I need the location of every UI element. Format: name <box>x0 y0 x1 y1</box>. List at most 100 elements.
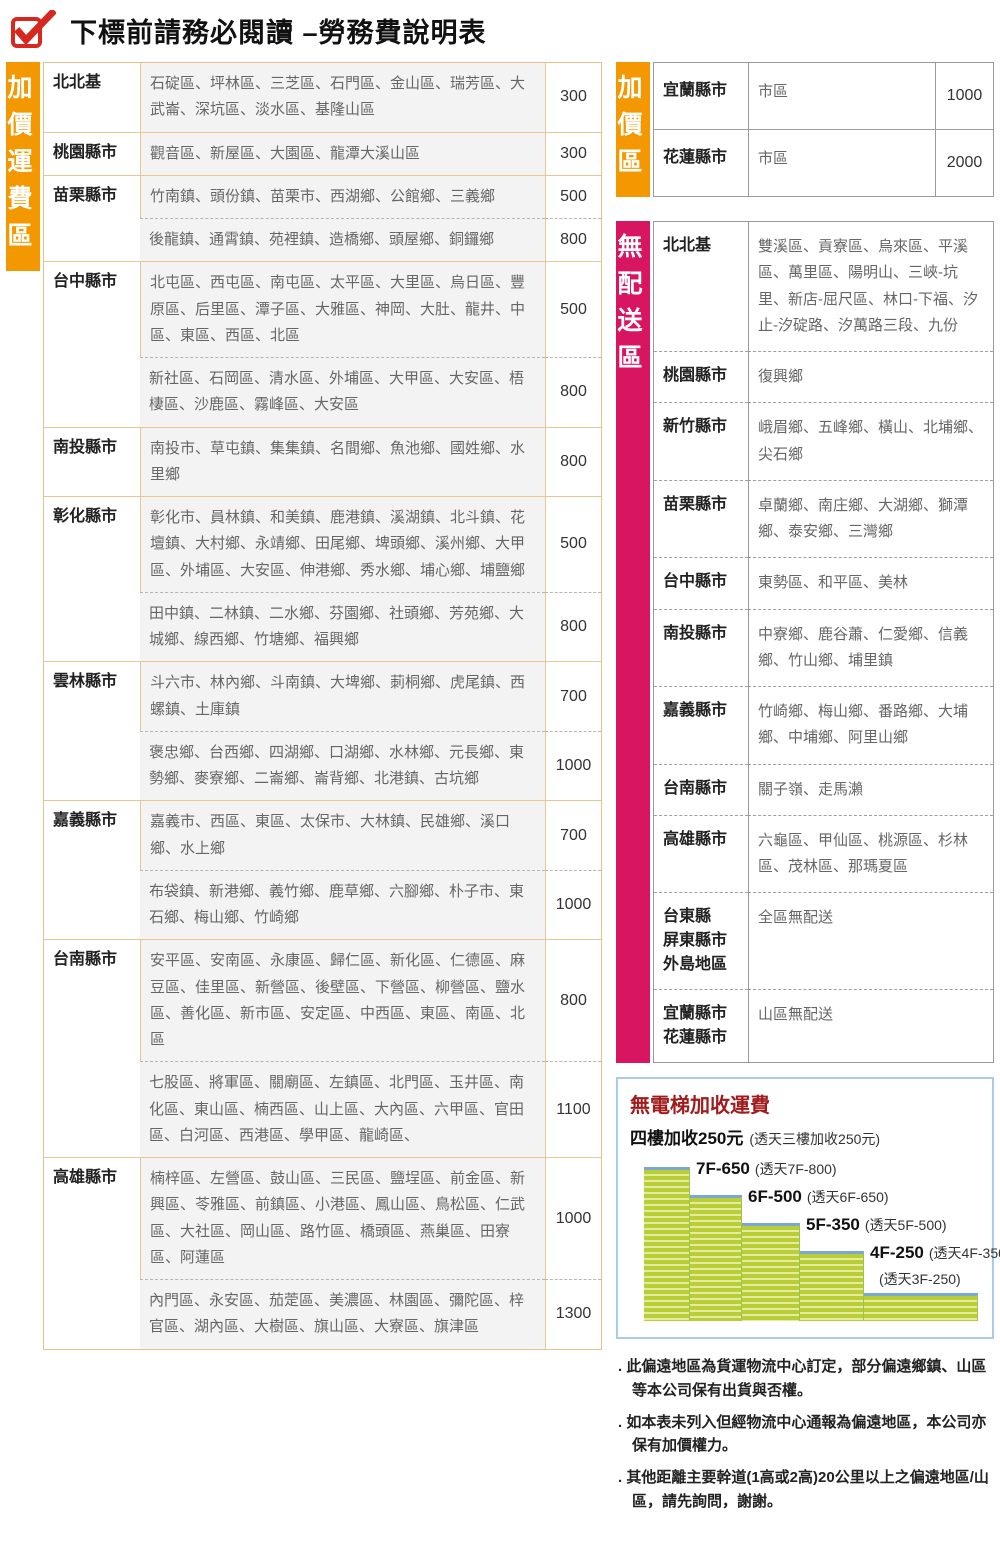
county-cell: 花蓮縣市 <box>654 128 748 196</box>
fee-cell: 1100 <box>545 1061 601 1157</box>
districts-cell: 嘉義市、西區、東區、太保市、大林鎮、民雄鄉、溪口鄉、水上鄉 <box>140 800 545 870</box>
fee-table-row: 苗栗縣市 竹南鎮、頭份鎮、苗栗市、西湖鄉、公館鄉、三義鄉 500 <box>44 174 601 262</box>
step-label-6f: 6F-500 (透天6F-650) <box>748 1187 889 1207</box>
elevator-fee-box: 無電梯加收運費 四樓加收250元 (透天三樓加收250元) 7F-650 (透天7F… <box>616 1077 1000 1340</box>
districts-cell: 布袋鎮、新港鄉、義竹鄉、鹿草鄉、六腳鄉、朴子市、東石鄉、梅山鄉、竹崎鄉 <box>140 869 545 940</box>
districts-cell: 山區無配送 <box>748 989 993 1063</box>
step-label-3f: (透天3F-250) <box>879 1271 961 1288</box>
elevator-fee-title: 無電梯加收運費 <box>630 1095 770 1118</box>
fee-table-row: 北北基 石碇區、坪林區、三芝區、石門區、金山區、瑞芳區、大武崙、深坑區、淡水區、基… <box>44 63 601 132</box>
county-cell: 高雄縣市 <box>654 814 748 893</box>
fee-cell: 1000 <box>935 63 993 129</box>
fee-table-row: 台中縣市 北屯區、西屯區、南屯區、太平區、大里區、烏日區、豐原區、后里區、潭子區、… <box>44 261 601 427</box>
fee-table-row: 台南縣市 安平區、安南區、永康區、歸仁區、新化區、仁德區、麻豆區、佳里區、新營區、… <box>44 939 601 1157</box>
fee-table-row: 彰化縣市 彰化市、員林鎮、和美鎮、鹿港鎮、溪湖鎮、北斗鎮、花壇鎮、大村鄉、永靖鄉、… <box>44 496 601 662</box>
fee-cell: 1000 <box>545 730 601 801</box>
districts-cell: 峨眉鄉、五峰鄉、橫山、北埔鄉、尖石鄉 <box>748 402 993 480</box>
county-cell: 宜蘭縣市 <box>654 63 748 129</box>
fee-table-row: 新社區、石岡區、清水區、外埔區、大甲區、大安區、梧棲區、沙鹿區、霧峰區、大安區 8… <box>44 357 601 427</box>
county-cell: 雲林縣市 <box>44 661 140 801</box>
note-item: 其他距離主要幹道(1高或2高)20公里以上之偏遠地區/山區，請先詢問，謝謝。 <box>618 1466 992 1513</box>
elevator-base-fee: 四樓加收250元 <box>630 1129 744 1149</box>
note-item: 如本表未列入但經物流中心通報為偏遠地區，本公司亦保有加價權力。 <box>618 1411 992 1458</box>
no-delivery-row: 新竹縣市 峨眉鄉、五峰鄉、橫山、北埔鄉、尖石鄉 <box>654 402 993 480</box>
stair-step <box>690 1195 742 1322</box>
fee-cell: 700 <box>545 661 601 731</box>
districts-cell: 六龜區、甲仙區、桃源區、杉林區、茂林區、那瑪夏區 <box>748 814 993 893</box>
fee-table-row: 高雄縣市 楠梓區、左營區、鼓山區、三民區、鹽埕區、前金區、新興區、苓雅區、前鎮區、… <box>44 1157 601 1349</box>
no-delivery-section: 無配送區 北北基 雙溪區、貢寮區、烏來區、平溪區、萬里區、陽明山、三峽-坑里、新店… <box>614 221 994 1064</box>
fee-table-row: 雲林縣市 斗六市、林內鄉、斗南鎮、大埤鄉、莿桐鄉、虎尾鎮、西螺鎮、土庫鎮 700 <box>44 661 601 801</box>
fee-cell: 1300 <box>545 1279 601 1349</box>
fee-cell: 2000 <box>935 128 993 196</box>
county-cell: 台南縣市 <box>44 939 140 1157</box>
surcharge-fee-table: 北北基 石碇區、坪林區、三芝區、石門區、金山區、瑞芳區、大武崙、深坑區、淡水區、基… <box>43 62 602 1350</box>
districts-cell: 東勢區、和平區、美林 <box>748 557 993 609</box>
no-delivery-row: 嘉義縣市 竹崎鄉、梅山鄉、番路鄉、大埔鄉、中埔鄉、阿里山鄉 <box>654 686 993 764</box>
districts-cell: 全區無配送 <box>748 892 993 990</box>
county-cell: 台中縣市 <box>44 261 140 427</box>
fee-cell: 700 <box>545 800 601 870</box>
districts-cell: 後龍鎮、通霄鎮、苑裡鎮、造橋鄉、頭屋鄉、銅鑼鄉 <box>140 218 545 262</box>
county-cell: 苗栗縣市 <box>44 174 140 262</box>
fee-table-row: 後龍鎮、通霄鎮、苑裡鎮、造橋鄉、頭屋鄉、銅鑼鄉 800 <box>44 218 601 262</box>
no-delivery-row: 高雄縣市 六龜區、甲仙區、桃源區、杉林區、茂林區、那瑪夏區 <box>654 814 993 893</box>
spacer <box>616 1063 994 1077</box>
districts-cell: 南投市、草屯鎮、集集鎮、名間鄉、魚池鄉、國姓鄉、水里鄉 <box>140 426 545 496</box>
county-cell: 台東縣 屏東縣市 外島地區 <box>654 892 748 990</box>
note-item: 此偏遠地區為貨運物流中心訂定，部分偏遠鄉鎮、山區等本公司保有出貨與否權。 <box>618 1355 992 1402</box>
surcharge-area-banner: 加價區 <box>614 62 650 197</box>
fee-cell: 300 <box>545 131 601 175</box>
no-delivery-row: 桃園縣市 復興鄉 <box>654 351 993 403</box>
area-table-row: 宜蘭縣市 市區 1000 <box>654 63 993 129</box>
stair-step <box>644 1167 690 1322</box>
no-delivery-row: 台東縣 屏東縣市 外島地區 全區無配送 <box>654 892 993 990</box>
districts-cell: 市區 <box>748 128 935 196</box>
no-delivery-row: 北北基 雙溪區、貢寮區、烏來區、平溪區、萬里區、陽明山、三峽-坑里、新店-屈尺區、… <box>654 222 993 351</box>
districts-cell: 新社區、石岡區、清水區、外埔區、大甲區、大安區、梧棲區、沙鹿區、霧峰區、大安區 <box>140 357 545 427</box>
districts-cell: 楠梓區、左營區、鼓山區、三民區、鹽埕區、前金區、新興區、苓雅區、前鎮區、小港區、… <box>140 1157 545 1279</box>
no-delivery-row: 台南縣市 關子嶺、走馬瀨 <box>654 763 993 815</box>
fee-cell: 800 <box>545 591 601 662</box>
stair-step <box>742 1223 800 1322</box>
no-delivery-table: 北北基 雙溪區、貢寮區、烏來區、平溪區、萬里區、陽明山、三峽-坑里、新店-屈尺區、… <box>653 221 994 1064</box>
districts-cell: 市區 <box>748 63 935 129</box>
stairs-graphic: 7F-650 (透天7F-800) 6F-500 (透天6F-650) 5F-350… <box>630 1153 1000 1325</box>
districts-cell: 卓蘭鄉、南庄鄉、大湖鄉、獅潭鄉、泰安鄉、三灣鄉 <box>748 479 993 558</box>
step-label-4f: 4F-250(透天4F-350) <box>870 1243 1000 1263</box>
districts-cell: 田中鎮、二林鎮、二水鄉、芬園鄉、社頭鄉、芳苑鄉、大城鄉、線西鄉、竹塘鄉、福興鄉 <box>140 591 545 662</box>
main-content: 加價運費區 北北基 石碇區、坪林區、三芝區、石門區、金山區、瑞芳區、大武崙、深坑區… <box>4 62 1000 1522</box>
no-delivery-row: 台中縣市 東勢區、和平區、美林 <box>654 557 993 609</box>
districts-cell: 復興鄉 <box>748 351 993 403</box>
county-cell: 台中縣市 <box>654 557 748 609</box>
districts-cell: 內門區、永安區、茄萣區、美濃區、林園區、彌陀區、梓官區、湖內區、大樹區、旗山區、… <box>140 1279 545 1349</box>
county-cell: 彰化縣市 <box>44 496 140 662</box>
page-title: 下標前請務必閱讀 –勞務費說明表 <box>70 17 487 48</box>
stair-step <box>864 1293 978 1322</box>
county-cell: 北北基 <box>44 63 140 132</box>
county-cell: 北北基 <box>654 222 748 351</box>
elevator-base-fee-line: 四樓加收250元 (透天三樓加收250元) <box>630 1124 980 1149</box>
step-label-5f: 5F-350 (透天5F-500) <box>806 1215 947 1235</box>
fee-cell: 500 <box>545 496 601 592</box>
fee-table-row: 內門區、永安區、茄萣區、美濃區、林園區、彌陀區、梓官區、湖內區、大樹區、旗山區、… <box>44 1279 601 1349</box>
districts-cell: 彰化市、員林鎮、和美鎮、鹿港鎮、溪湖鎮、北斗鎮、花壇鎮、大村鄉、永靖鄉、田尾鄉、… <box>140 496 545 592</box>
elevator-base-note: (透天三樓加收250元) <box>749 1131 881 1148</box>
districts-cell: 褒忠鄉、台西鄉、四湖鄉、口湖鄉、水林鄉、元長鄉、東勢鄉、麥寮鄉、二崙鄉、崙背鄉、… <box>140 730 545 801</box>
districts-cell: 中寮鄉、鹿谷蕭、仁愛鄉、信義鄉、竹山鄉、埔里鎮 <box>748 608 993 686</box>
districts-cell: 關子嶺、走馬瀨 <box>748 763 993 815</box>
districts-cell: 安平區、安南區、永康區、歸仁區、新化區、仁德區、麻豆區、佳里區、新營區、後壁區、… <box>140 939 545 1062</box>
county-cell: 嘉義縣市 <box>654 686 748 764</box>
districts-cell: 觀音區、新屋區、大園區、龍潭大溪山區 <box>140 131 545 175</box>
county-cell: 新竹縣市 <box>654 402 748 480</box>
county-cell: 嘉義縣市 <box>44 800 140 940</box>
area-table-row: 花蓮縣市 市區 2000 <box>654 128 993 196</box>
county-cell: 苗栗縣市 <box>654 479 748 558</box>
county-cell: 南投縣市 <box>44 426 140 496</box>
no-delivery-row: 宜蘭縣市 花蓮縣市 山區無配送 <box>654 989 993 1063</box>
surcharge-zone-banner: 加價運費區 <box>4 62 40 271</box>
fee-table-row: 桃園縣市 觀音區、新屋區、大園區、龍潭大溪山區 300 <box>44 131 601 175</box>
fee-cell: 800 <box>545 426 601 496</box>
county-cell: 桃園縣市 <box>654 351 748 403</box>
no-delivery-row: 苗栗縣市 卓蘭鄉、南庄鄉、大湖鄉、獅潭鄉、泰安鄉、三灣鄉 <box>654 479 993 558</box>
